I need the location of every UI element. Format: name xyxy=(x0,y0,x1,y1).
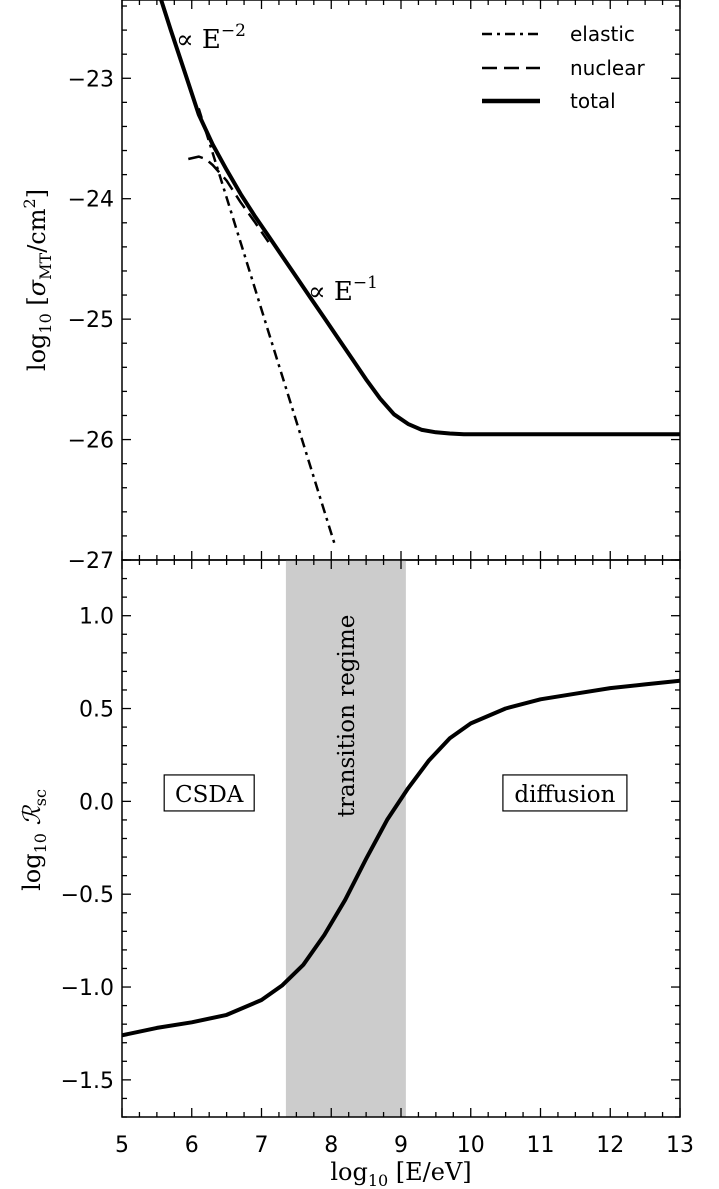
annotation-minus-2-base: ∝ E xyxy=(176,25,221,55)
bottom-x-tick-label: 6 xyxy=(185,1133,199,1158)
xlabel-log-sub: 10 xyxy=(368,1171,388,1189)
transition-regime-label: transition regime xyxy=(334,615,360,818)
top-plot-frame xyxy=(121,0,681,561)
top-ylabel-bracket-open: [ xyxy=(23,296,51,313)
diffusion-label: diffusion xyxy=(514,782,615,808)
bottom-x-tick-label: 10 xyxy=(457,1133,485,1158)
bottom-series-layer xyxy=(122,678,680,1038)
bottom-x-tick-label: 7 xyxy=(255,1133,269,1158)
bottom-x-tick-label: 8 xyxy=(324,1133,338,1158)
x-axis-label: log10 [E/eV] xyxy=(330,1158,471,1189)
top-y-tick-label: −25 xyxy=(68,308,114,333)
bottom-y-tick-label: 0.0 xyxy=(79,790,114,815)
bottom-y-tick-label: −1.5 xyxy=(61,1069,114,1094)
top-ylabel-sigma-sub: MT xyxy=(36,252,55,279)
top-series-elastic-line xyxy=(197,108,336,545)
transition-regime-band xyxy=(285,560,406,1117)
bottom-x-tick-label: 11 xyxy=(527,1133,555,1158)
bottom-series-curve-line xyxy=(122,678,680,1038)
top-ylabel-log: log xyxy=(23,334,51,372)
legend-label-nuclear: nuclear xyxy=(570,56,645,80)
annotation-minus-1-exponent: −1 xyxy=(353,273,378,293)
bottom-ylabel-R: ℛ xyxy=(18,804,46,833)
top-series-layer xyxy=(159,0,680,545)
top-ticks-layer: −23 −24 −25 −26 −27 xyxy=(68,0,681,574)
top-y-tick-label: −24 xyxy=(68,188,114,213)
top-y-tick-label: −27 xyxy=(68,549,114,574)
bottom-x-tick-label: 13 xyxy=(666,1133,694,1158)
top-ylabel-unit-sup: 2 xyxy=(20,198,39,208)
top-panel: −23 −24 −25 −26 −27 elastic nuclear total ∝ … xyxy=(20,0,681,574)
annotation-power-law-minus-2: ∝ E−2 xyxy=(176,21,246,55)
xlabel-rest: [E/eV] xyxy=(388,1158,472,1186)
bottom-y-tick-label: 0.5 xyxy=(79,698,114,723)
diffusion-box-frame xyxy=(502,774,628,812)
top-ylabel-log-sub: 10 xyxy=(36,313,55,333)
bottom-ylabel-R-sub: sc xyxy=(31,789,50,806)
bottom-y-tick-label: −1.0 xyxy=(61,976,114,1001)
xlabel-log: log xyxy=(330,1158,368,1186)
csda-label: CSDA xyxy=(175,782,244,808)
top-ylabel-sigma: σ xyxy=(23,279,51,296)
csda-box-frame xyxy=(163,774,255,812)
annotation-minus-1-base: ∝ E xyxy=(308,277,353,307)
top-series-nuclear-line xyxy=(188,155,270,243)
bottom-y-tick-label: 1.0 xyxy=(79,605,114,630)
top-y-tick-label: −26 xyxy=(68,429,114,454)
bottom-y-tick-label: −0.5 xyxy=(61,883,114,908)
legend: elastic nuclear total xyxy=(482,22,645,113)
bottom-ylabel-log-sub: 10 xyxy=(31,833,50,853)
top-y-tick-label: −23 xyxy=(68,67,114,92)
bottom-y-axis-label: log10 ℛsc xyxy=(18,789,50,891)
legend-label-elastic: elastic xyxy=(570,22,635,46)
bottom-panel: 1.0 0.5 0.0 −0.5 −1.0 −1.5 5 6 7 8 9 10 11 12 13 trans… xyxy=(18,559,694,1189)
top-y-axis-label: log10 [σMT/cm2] xyxy=(20,189,55,371)
csda-box: CSDA xyxy=(163,774,255,812)
bottom-ylabel-log: log xyxy=(18,853,46,891)
annotation-minus-2-exponent: −2 xyxy=(221,21,246,41)
diffusion-box: diffusion xyxy=(502,774,628,812)
top-ylabel-bracket-close: ] xyxy=(23,189,51,198)
top-series-total-line xyxy=(159,0,680,437)
bottom-x-tick-label: 5 xyxy=(115,1133,129,1158)
bottom-x-tick-label: 9 xyxy=(394,1133,408,1158)
bottom-ticks-layer: 1.0 0.5 0.0 −0.5 −1.0 −1.5 5 6 7 8 9 10 11 12 13 xyxy=(61,559,694,1158)
legend-label-total: total xyxy=(570,89,616,113)
bottom-x-tick-label: 12 xyxy=(596,1133,624,1158)
annotation-power-law-minus-1: ∝ E−1 xyxy=(308,273,378,307)
top-ylabel-unit: /cm xyxy=(23,208,51,253)
